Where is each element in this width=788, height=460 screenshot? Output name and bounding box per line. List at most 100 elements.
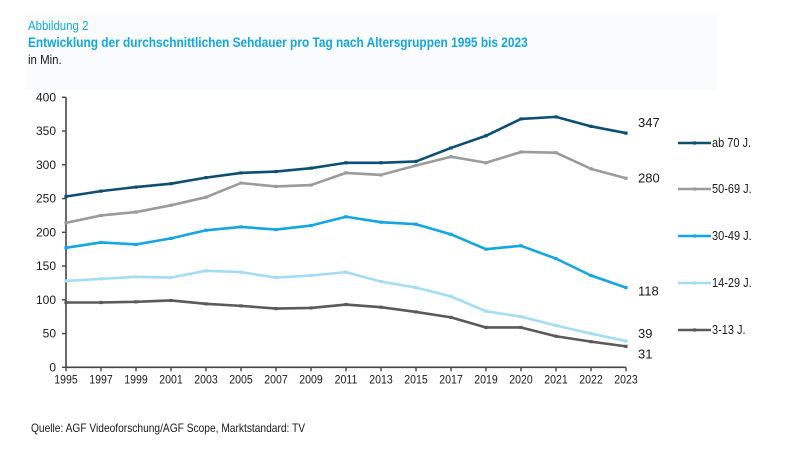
x-tick-label: 2003: [194, 374, 217, 387]
data-point: [554, 323, 558, 328]
legend-marker: [693, 328, 697, 332]
data-point: [589, 331, 593, 336]
source-note: Quelle: AGF Videoforschung/AGF Scope, Ma…: [31, 421, 306, 435]
title-panel: [25, 15, 717, 90]
legend-label: 50-69 J.: [712, 182, 752, 196]
data-point: [554, 334, 558, 338]
series-4: [64, 298, 628, 348]
data-point: [274, 228, 278, 232]
data-point: [309, 306, 313, 310]
unit-label: in Min.: [28, 52, 62, 67]
data-point: [344, 215, 348, 219]
data-point: [274, 275, 278, 280]
data-point: [169, 236, 173, 240]
data-point: [379, 173, 383, 177]
x-tick-label: 2015: [404, 374, 427, 387]
end-value-label: 118: [638, 284, 659, 299]
x-tick-label: 1997: [89, 374, 112, 387]
data-point: [204, 176, 208, 180]
data-point: [99, 213, 103, 218]
data-point: [274, 169, 278, 174]
data-point: [519, 150, 523, 154]
data-point: [624, 286, 628, 290]
data-point: [64, 279, 68, 283]
end-value-label: 347: [638, 115, 660, 130]
x-tick-label: 2005: [229, 374, 252, 387]
data-point: [309, 166, 313, 170]
legend-item: 30-49 J.: [678, 229, 752, 243]
data-point: [449, 155, 453, 159]
legend-item: 14-29 J.: [678, 276, 752, 290]
data-point: [134, 275, 138, 279]
data-point: [414, 163, 418, 168]
legend-marker: [693, 141, 697, 145]
data-point: [204, 228, 208, 232]
data-point: [239, 181, 243, 185]
legend-marker: [693, 281, 697, 285]
data-point: [519, 315, 523, 319]
end-value-label: 39: [638, 326, 652, 341]
data-point: [414, 159, 418, 164]
data-point: [484, 325, 488, 330]
legend-label: ab 70 J.: [712, 136, 751, 150]
data-point: [449, 315, 453, 319]
data-point: [204, 302, 208, 306]
data-point: [379, 220, 383, 224]
legend-label: 30-49 J.: [712, 229, 752, 243]
data-point: [344, 161, 348, 165]
end-value-label: 280: [638, 170, 660, 185]
data-point: [169, 182, 173, 186]
data-point: [309, 183, 313, 187]
x-tick-label: 2023: [614, 374, 637, 387]
x-tick-label: 2017: [439, 374, 462, 387]
data-point: [484, 247, 488, 251]
y-tick-label: 300: [36, 158, 56, 172]
data-point: [64, 246, 68, 250]
data-point: [624, 176, 628, 180]
data-point: [169, 298, 173, 303]
data-point: [554, 115, 558, 119]
data-point: [449, 146, 453, 150]
data-point: [554, 257, 558, 261]
data-point: [554, 151, 558, 155]
x-tick-label: 1999: [124, 374, 147, 387]
data-point: [99, 277, 103, 281]
x-tick-label: 2022: [579, 374, 602, 387]
data-point: [204, 195, 208, 199]
end-value-label: 31: [638, 346, 652, 361]
data-point: [169, 275, 173, 280]
data-point: [64, 194, 68, 199]
x-tick-label: 2019: [474, 374, 497, 387]
data-point: [99, 189, 103, 193]
data-point: [134, 242, 138, 247]
y-tick-label: 150: [36, 259, 56, 273]
series-0: [64, 115, 628, 199]
data-point: [239, 171, 243, 175]
data-point: [589, 124, 593, 128]
data-point: [379, 279, 383, 284]
x-axis: 1995 1997 1999 2001 2003 2005 2007 2009 2011 2013…: [54, 366, 638, 387]
data-point: [344, 302, 348, 307]
series-1: [64, 150, 628, 225]
series-line: [64, 299, 628, 348]
data-point: [624, 339, 628, 343]
data-point: [239, 270, 243, 274]
data-point: [414, 286, 418, 290]
data-point: [624, 131, 628, 135]
data-point: [449, 232, 453, 236]
data-point: [484, 134, 488, 138]
data-point: [274, 184, 278, 188]
legend-label: 14-29 J.: [712, 276, 752, 290]
y-tick-label: 200: [36, 225, 56, 239]
data-point: [309, 223, 313, 228]
x-tick-label: 2011: [335, 374, 358, 387]
data-point: [449, 294, 453, 299]
x-tick-label: 1995: [54, 374, 77, 387]
chart-title: Entwicklung der durchschnittlichen Sehda…: [28, 35, 528, 50]
data-point: [484, 309, 488, 313]
x-tick-label: 2007: [264, 374, 287, 387]
data-point: [484, 161, 488, 165]
data-point: [239, 304, 243, 308]
series-2: [64, 215, 628, 290]
legend-item: 3-13 J.: [678, 323, 746, 337]
